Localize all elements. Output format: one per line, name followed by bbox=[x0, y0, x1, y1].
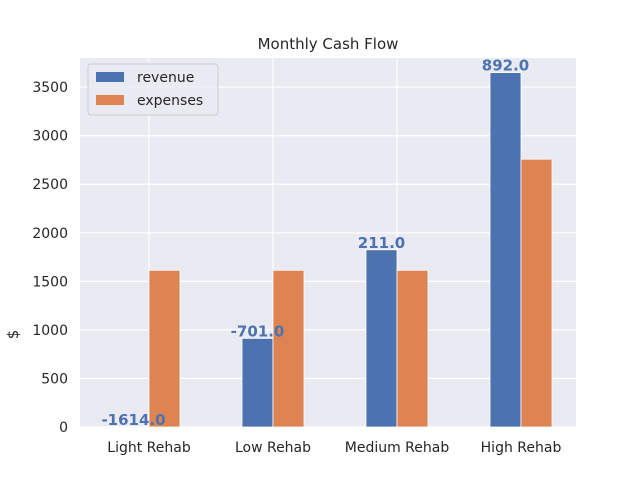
x-tick-label: Low Rehab bbox=[235, 440, 311, 456]
legend-swatch bbox=[96, 95, 124, 105]
expenses-bar bbox=[520, 158, 553, 428]
revenue-bar bbox=[365, 249, 398, 428]
expenses-bar bbox=[148, 269, 181, 428]
revenue-bar bbox=[241, 337, 274, 428]
legend: revenue expenses bbox=[87, 63, 219, 116]
x-tick-label: Medium Rehab bbox=[345, 440, 450, 456]
y-tick-label: 2000 bbox=[32, 226, 68, 242]
x-tick-label: Light Rehab bbox=[107, 440, 191, 456]
revenue-bar bbox=[489, 72, 522, 428]
y-tick-label: 1000 bbox=[32, 323, 68, 339]
x-tick-label: High Rehab bbox=[481, 440, 562, 456]
y-tick-label: 1500 bbox=[32, 274, 68, 290]
y-tick-label: 0 bbox=[59, 420, 68, 436]
legend-swatch bbox=[96, 72, 124, 82]
data-label: 892.0 bbox=[482, 57, 529, 75]
expenses-bar bbox=[272, 269, 305, 428]
y-axis: 0 500 1000 1500 2000 2500 3000 3500 bbox=[32, 80, 68, 436]
y-tick-label: 2500 bbox=[32, 177, 68, 193]
x-axis: Light Rehab Low Rehab Medium Rehab High Reh… bbox=[107, 440, 561, 456]
expenses-bar bbox=[396, 269, 429, 428]
y-tick-label: 3500 bbox=[32, 80, 68, 96]
legend-label: revenue bbox=[137, 70, 194, 86]
y-tick-label: 3000 bbox=[32, 129, 68, 145]
y-axis-label: $ bbox=[4, 330, 22, 340]
bars bbox=[148, 72, 553, 428]
data-label: -1614.0 bbox=[101, 411, 165, 429]
y-tick-label: 500 bbox=[41, 371, 68, 387]
chart-title: Monthly Cash Flow bbox=[258, 35, 399, 53]
legend-label: expenses bbox=[137, 93, 203, 109]
data-label: -701.0 bbox=[231, 322, 285, 340]
data-labels: -1614.0 -701.0 211.0 892.0 bbox=[101, 57, 529, 429]
data-label: 211.0 bbox=[358, 234, 405, 252]
